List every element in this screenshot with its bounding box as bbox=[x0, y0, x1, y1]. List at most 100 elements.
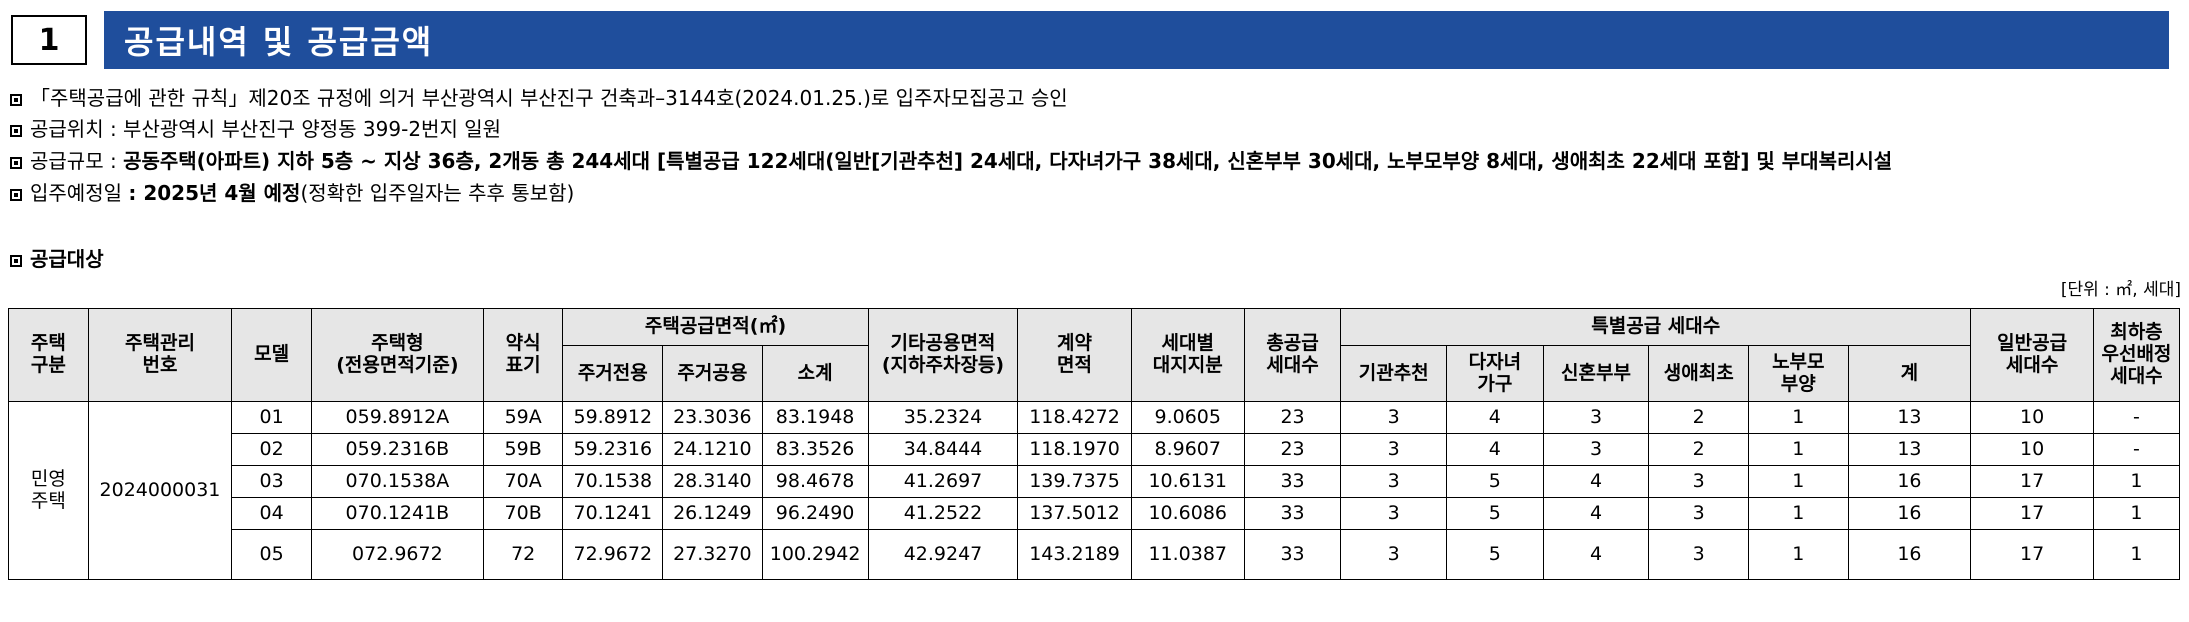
cell-lowest: 1 bbox=[2092, 529, 2181, 580]
cell-first: 3 bbox=[1648, 529, 1749, 580]
cell-model: 01 bbox=[231, 401, 312, 434]
location-line: 공급위치 : 부산광역시 부산진구 양정동 399-2번지 일원 bbox=[10, 113, 501, 142]
header-general: 일반공급 세대수 bbox=[1970, 308, 2094, 402]
cell-land: 9.0605 bbox=[1130, 401, 1245, 434]
cell-abbr: 70B bbox=[482, 497, 564, 530]
cell-land: 11.0387 bbox=[1130, 529, 1245, 580]
cell-elderly: 1 bbox=[1748, 465, 1849, 498]
cell-elderly: 1 bbox=[1748, 433, 1849, 466]
cell-mgmt-no: 2024000031 bbox=[87, 401, 233, 580]
table-row: 민영 주택 2024000031 01 059.8912A 59A 59.8912 23.3… bbox=[8, 401, 2181, 580]
cell-housing-category: 민영 주택 bbox=[8, 401, 89, 580]
header-housing-type: 주택형 (전용면적기준) bbox=[310, 308, 484, 402]
bullet-square-icon bbox=[10, 157, 22, 169]
cell-contract: 118.4272 bbox=[1017, 401, 1132, 434]
cell-sum: 13 bbox=[1847, 401, 1972, 434]
table-row: 02 059.2316B 59B 59.2316 24.1210 83.3526 34.84… bbox=[9, 433, 2181, 466]
scale-line: 공급규모 : 공동주택(아파트) 지하 5층 ~ 지상 36층, 2개동 총 2… bbox=[10, 145, 1892, 174]
cell-lowest: 1 bbox=[2092, 465, 2181, 498]
cell-general: 17 bbox=[1970, 465, 2094, 498]
supply-table: 주택 구분 주택관리 번호 모델 주택형 (전용면적기준) 약식 표기 주택공급… bbox=[8, 308, 2181, 580]
cell-excl: 59.8912 bbox=[562, 401, 664, 434]
cell-other: 41.2697 bbox=[867, 465, 1019, 498]
header-total-units: 총공급 세대수 bbox=[1243, 308, 1342, 402]
cell-excl: 70.1538 bbox=[562, 465, 664, 498]
cell-common: 24.1210 bbox=[662, 433, 763, 466]
header-exclusive: 주거전용 bbox=[562, 345, 664, 402]
cell-common: 28.3140 bbox=[662, 465, 763, 498]
header-type: 주택 구분 bbox=[8, 308, 89, 402]
header-other-common: 기타공용면적 (지하주차장등) bbox=[867, 308, 1019, 402]
cell-subtotal: 100.2942 bbox=[761, 529, 869, 580]
cell-total: 33 bbox=[1243, 465, 1342, 498]
cell-first: 2 bbox=[1648, 401, 1749, 434]
cell-multi: 4 bbox=[1446, 401, 1544, 434]
cell-multi: 4 bbox=[1446, 433, 1544, 466]
header-contract-area: 계약 면적 bbox=[1017, 308, 1132, 402]
cell-first: 3 bbox=[1648, 465, 1749, 498]
cell-land: 10.6131 bbox=[1130, 465, 1245, 498]
cell-sum: 16 bbox=[1847, 465, 1972, 498]
header-abbr: 약식 표기 bbox=[482, 308, 564, 402]
cell-newlywed: 3 bbox=[1542, 401, 1650, 434]
cell-common: 26.1249 bbox=[662, 497, 763, 530]
cell-total: 23 bbox=[1243, 433, 1342, 466]
header-sum: 계 bbox=[1847, 345, 1972, 402]
cell-type: 070.1538A bbox=[310, 465, 484, 498]
cell-model: 04 bbox=[231, 497, 312, 530]
cell-type: 059.2316B bbox=[310, 433, 484, 466]
cell-newlywed: 4 bbox=[1542, 497, 1650, 530]
subheading: 공급대상 bbox=[30, 247, 104, 271]
cell-model: 02 bbox=[231, 433, 312, 466]
cell-total: 23 bbox=[1243, 401, 1342, 434]
header-elderly: 노부모 부양 bbox=[1748, 345, 1849, 402]
bullet-square-icon bbox=[10, 255, 22, 267]
cell-newlywed: 4 bbox=[1542, 529, 1650, 580]
cell-type: 072.9672 bbox=[310, 529, 484, 580]
bullet-square-icon bbox=[10, 94, 22, 106]
cell-inst: 3 bbox=[1340, 497, 1448, 530]
header-first-time: 생애최초 bbox=[1648, 345, 1749, 402]
cell-general: 17 bbox=[1970, 529, 2094, 580]
table-body: 민영 주택 2024000031 01 059.8912A 59A 59.8912 23.3… bbox=[8, 401, 2181, 580]
scale-label: 공급규모 : bbox=[30, 149, 124, 173]
cell-sum: 13 bbox=[1847, 433, 1972, 466]
cell-newlywed: 4 bbox=[1542, 465, 1650, 498]
cell-subtotal: 96.2490 bbox=[761, 497, 869, 530]
cell-lowest: 1 bbox=[2092, 497, 2181, 530]
cell-land: 10.6086 bbox=[1130, 497, 1245, 530]
cell-multi: 5 bbox=[1446, 529, 1544, 580]
cell-elderly: 1 bbox=[1748, 401, 1849, 434]
subheading-line: 공급대상 bbox=[10, 243, 104, 272]
header-special: 특별공급 세대수 bbox=[1340, 308, 1972, 346]
cell-total: 33 bbox=[1243, 529, 1342, 580]
header-lowest-floor: 최하층 우선배정 세대수 bbox=[2092, 308, 2181, 402]
cell-type: 059.8912A bbox=[310, 401, 484, 434]
cell-model: 03 bbox=[231, 465, 312, 498]
approval-line: 「주택공급에 관한 규칙」제20조 규정에 의거 부산광역시 부산진구 건축과–… bbox=[10, 82, 1068, 111]
cell-sum: 16 bbox=[1847, 497, 1972, 530]
cell-common: 23.3036 bbox=[662, 401, 763, 434]
cell-multi: 5 bbox=[1446, 465, 1544, 498]
cell-other: 42.9247 bbox=[867, 529, 1019, 580]
section-number: 1 bbox=[11, 15, 87, 65]
cell-subtotal: 83.1948 bbox=[761, 401, 869, 434]
move-in-note: (정확한 입주일자는 추후 통보함) bbox=[300, 181, 575, 205]
cell-other: 34.8444 bbox=[867, 433, 1019, 466]
bullet-square-icon bbox=[10, 189, 22, 201]
cell-excl: 59.2316 bbox=[562, 433, 664, 466]
cell-subtotal: 83.3526 bbox=[761, 433, 869, 466]
table-row: 03 070.1538A 70A 70.1538 28.3140 98.4678 41.26… bbox=[9, 465, 2181, 498]
header-land-share: 세대별 대지지분 bbox=[1130, 308, 1245, 402]
cell-first: 2 bbox=[1648, 433, 1749, 466]
cell-total: 33 bbox=[1243, 497, 1342, 530]
cell-abbr: 72 bbox=[482, 529, 564, 580]
cell-abbr: 59B bbox=[482, 433, 564, 466]
header-newlywed: 신혼부부 bbox=[1542, 345, 1650, 402]
cell-type: 070.1241B bbox=[310, 497, 484, 530]
header-supply-area: 주택공급면적(㎡) bbox=[562, 308, 869, 346]
cell-inst: 3 bbox=[1340, 529, 1448, 580]
cell-land: 8.9607 bbox=[1130, 433, 1245, 466]
cell-newlywed: 3 bbox=[1542, 433, 1650, 466]
table-row: 05 072.9672 72 72.9672 27.3270 100.2942 42.924… bbox=[9, 529, 2181, 580]
